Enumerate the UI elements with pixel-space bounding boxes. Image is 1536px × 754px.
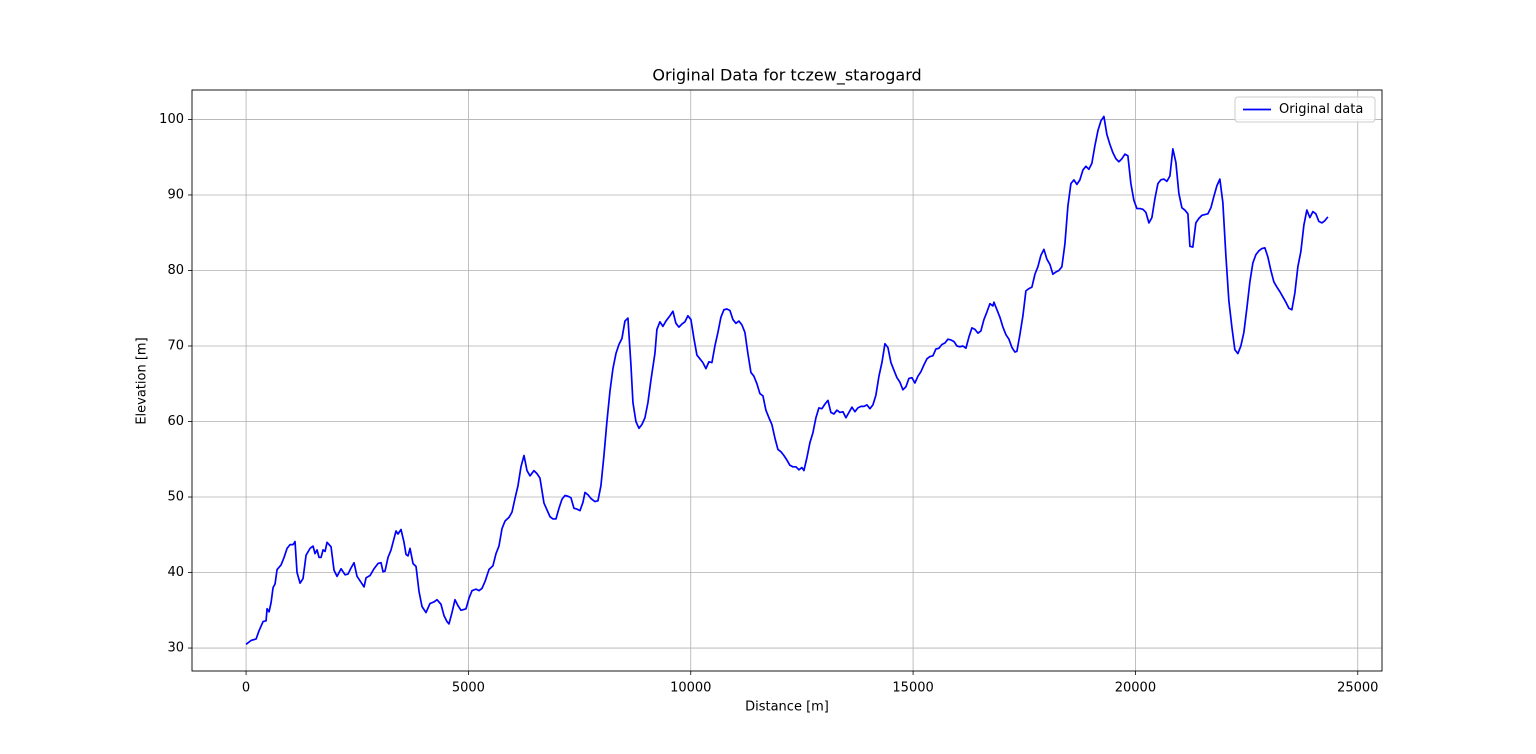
y-tick-label: 70	[167, 338, 184, 353]
data-line	[245, 115, 1329, 645]
x-tick-label: 20000	[1115, 681, 1156, 696]
x-tick-label: 15000	[892, 681, 933, 696]
y-tick-label: 50	[167, 490, 184, 505]
y-tick-label: 80	[167, 263, 184, 278]
legend-box	[1234, 96, 1376, 123]
y-tick-label: 100	[159, 112, 184, 127]
x-axis-label: Distance [m]	[745, 700, 829, 715]
plot-frame	[191, 89, 1383, 672]
x-tick-label: 0	[242, 681, 250, 696]
x-tick-label: 25000	[1337, 681, 1378, 696]
y-axis-label: Elevation [m]	[135, 337, 150, 424]
legend-label: Original data	[1279, 102, 1363, 117]
chart-title: Original Data for tczew_starogard	[652, 66, 921, 86]
y-tick-label: 30	[167, 641, 184, 656]
y-tick-label: 40	[167, 565, 184, 580]
y-tick-label: 90	[167, 187, 184, 202]
y-tick-label: 60	[167, 414, 184, 429]
x-tick-label: 5000	[452, 681, 485, 696]
x-tick-label: 10000	[670, 681, 711, 696]
